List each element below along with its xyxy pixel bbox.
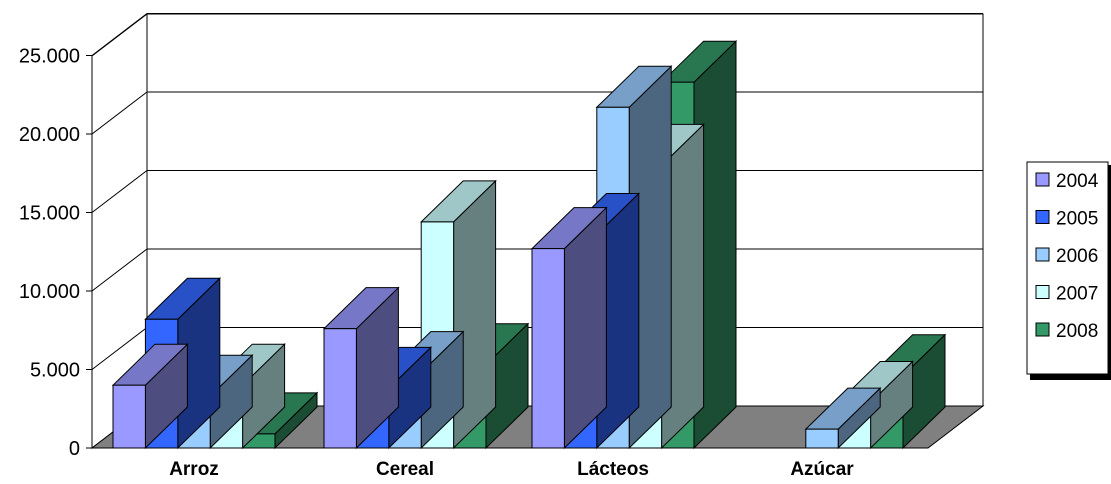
bar-2004-Lácteos (530, 206, 608, 450)
y-tick-label: 10.000 (19, 281, 80, 303)
y-tick-label: 0 (69, 438, 80, 460)
bar-side (563, 206, 607, 450)
bar-2004-Cereal (322, 286, 400, 450)
legend-box (1026, 161, 1109, 375)
legend-label-2006: 2006 (1056, 246, 1098, 267)
legend-swatch-2005 (1035, 210, 1050, 224)
legend-swatch-2004 (1035, 172, 1050, 187)
bar-front (323, 328, 357, 449)
x-category-label: Azúcar (790, 459, 854, 480)
bar-2006-Azúcar (804, 386, 882, 450)
y-tick-label: 15.000 (19, 203, 80, 225)
bar-front (531, 248, 565, 449)
bar-front (805, 428, 839, 449)
legend-label-2008: 2008 (1056, 321, 1098, 342)
x-category-label: Lácteos (577, 459, 649, 480)
legend-swatch-2006 (1035, 247, 1050, 262)
legend-swatch-2007 (1035, 285, 1050, 299)
gridline (91, 13, 983, 56)
y-tick-label: 25.000 (19, 46, 80, 68)
y-tick-label: 5.000 (30, 360, 80, 382)
legend-label-2007: 2007 (1056, 284, 1098, 305)
legend-label-2005: 2005 (1056, 209, 1098, 230)
y-tick-label: 20.000 (19, 124, 80, 146)
x-category-label: Cereal (376, 459, 434, 480)
bar-front (112, 384, 146, 449)
legend-swatch-2008 (1035, 322, 1050, 337)
legend-label-2004: 2004 (1056, 171, 1099, 192)
x-category-label: Arroz (169, 459, 219, 480)
bar-2004-Arroz (111, 343, 189, 450)
